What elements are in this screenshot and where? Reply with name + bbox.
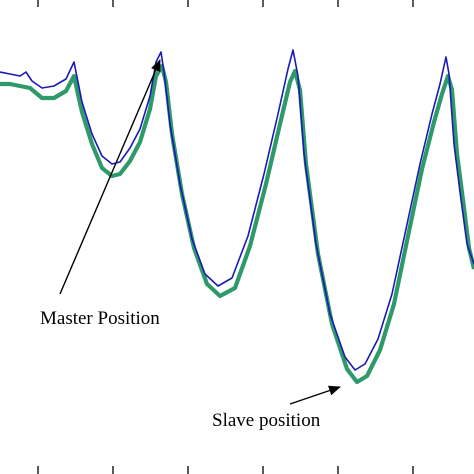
annotation-arrow-0 bbox=[59, 59, 161, 295]
annotation-label-1: Slave position bbox=[212, 410, 321, 431]
series-layer bbox=[0, 49, 474, 385]
series-master-position bbox=[0, 49, 474, 371]
annotation-arrow-1 bbox=[289, 385, 341, 405]
annotations-layer: Master Position Slave position bbox=[40, 59, 341, 431]
axis-ticks bbox=[37, 0, 414, 474]
annotation-label-0: Master Position bbox=[40, 308, 160, 329]
series-slave-position bbox=[0, 63, 474, 385]
